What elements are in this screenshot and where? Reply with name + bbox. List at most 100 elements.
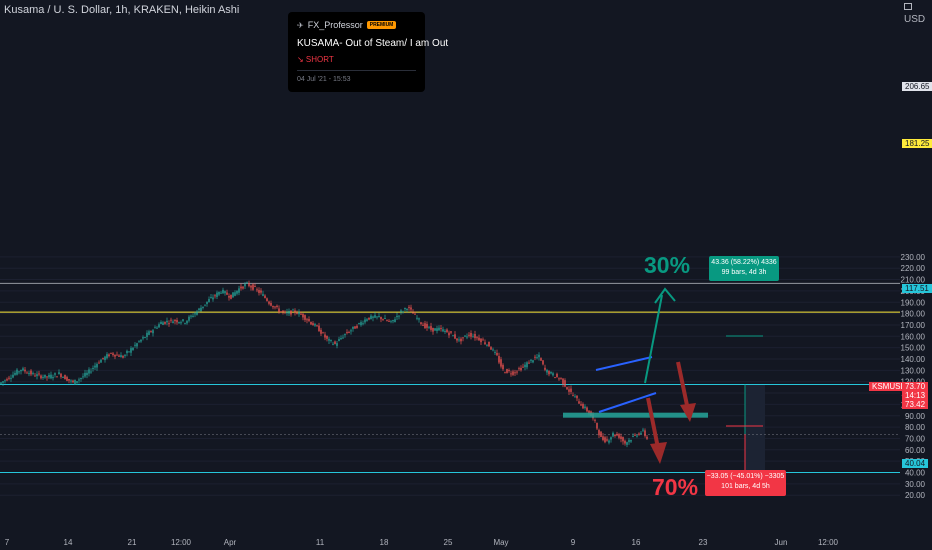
candle-body <box>30 370 32 375</box>
candle-body <box>330 340 332 342</box>
candle-body <box>498 356 500 363</box>
symbol-header[interactable]: Kusama / U. S. Dollar, 1h, KRAKEN, Heiki… <box>4 4 240 16</box>
candle-body <box>282 310 284 312</box>
candle-body <box>460 338 462 342</box>
candle-body <box>24 369 26 372</box>
candle-body <box>620 436 622 439</box>
candle-body <box>554 377 556 379</box>
candle-body <box>560 377 562 379</box>
candle-body <box>278 308 280 312</box>
down-arrow-2 <box>646 397 660 449</box>
candle-body <box>234 292 236 296</box>
candle-body <box>254 286 256 288</box>
candle-body <box>338 339 340 341</box>
candle-body <box>600 431 602 438</box>
candle-body <box>94 365 96 368</box>
candle-body <box>434 328 436 331</box>
candle-body <box>176 320 178 323</box>
level-tag-206: 206.65 <box>902 82 932 91</box>
candle-body <box>286 312 288 314</box>
candle-body <box>48 374 50 378</box>
y-tick-label: 160.00 <box>901 332 926 341</box>
candle-body <box>342 337 344 339</box>
candle-body <box>56 376 58 378</box>
zone-layer <box>745 384 765 473</box>
candle-body <box>410 307 412 310</box>
candle-body <box>500 359 502 367</box>
card-divider <box>297 70 416 71</box>
long-position-box[interactable]: 43.36 (58.22%) 4336 99 bars, 4d 3h <box>709 256 779 281</box>
candle-body <box>16 369 18 375</box>
candle-body <box>308 319 310 321</box>
y-tick-label: 190.00 <box>901 298 926 307</box>
candle-body <box>322 332 324 334</box>
candle-body <box>408 306 410 308</box>
candle-body <box>102 357 104 359</box>
y-tick-label: 220.00 <box>901 264 926 273</box>
candle-body <box>492 349 494 351</box>
candle-body <box>18 371 20 373</box>
candle-body <box>426 323 428 328</box>
candle-body <box>516 371 518 373</box>
candle-body <box>104 356 106 361</box>
candle-body <box>244 284 246 287</box>
candle-body <box>546 369 548 373</box>
candle-body <box>266 298 268 302</box>
idea-card[interactable]: ✈ FX_Professor Premium KUSAMA- Out of St… <box>288 12 449 92</box>
candle-body <box>396 315 398 318</box>
candle-body <box>486 344 488 346</box>
candle-body <box>108 354 110 357</box>
y-tick-label: 230.00 <box>901 253 926 262</box>
candle-body <box>320 329 322 334</box>
candle-body <box>528 362 530 364</box>
candle-body <box>520 367 522 371</box>
candle-body <box>432 327 434 332</box>
candle-body <box>456 338 458 341</box>
candle-body <box>232 292 234 298</box>
candle-body <box>74 379 76 385</box>
candle-body <box>360 322 362 326</box>
candle-body <box>248 283 250 287</box>
candle-body <box>326 335 328 339</box>
candle-body <box>366 319 368 321</box>
bar-countdown: 14:13 <box>905 391 926 400</box>
candle-body <box>92 368 94 370</box>
candle-body <box>224 291 226 294</box>
long-box-line1: 43.36 (58.22%) 4336 <box>711 259 777 266</box>
candle-body <box>574 396 576 398</box>
candle-body <box>352 326 354 329</box>
candle-body <box>416 317 418 319</box>
candle-body <box>50 374 52 379</box>
candle-body <box>156 327 158 329</box>
premium-badge: Premium <box>366 21 397 29</box>
candles <box>0 280 648 448</box>
short-position-box[interactable]: −33.05 (−45.01%) −3305 101 bars, 4d 5h <box>705 470 786 496</box>
candle-body <box>264 295 266 298</box>
candle-body <box>512 371 514 375</box>
candle-body <box>252 284 254 290</box>
candle-body <box>6 379 8 381</box>
candle-body <box>490 347 492 350</box>
candle-body <box>250 285 252 288</box>
idea-title[interactable]: KUSAMA- Out of Steam/ I am Out <box>297 38 449 49</box>
candle-body <box>86 372 88 376</box>
currency-label[interactable]: USD <box>904 3 932 25</box>
candle-body <box>274 306 276 308</box>
candle-body <box>258 290 260 293</box>
candle-body <box>72 380 74 383</box>
candle-body <box>88 369 90 374</box>
candle-body <box>260 290 262 293</box>
current-price-tag: 73.70 14:13 73.42 <box>902 382 929 409</box>
candle-body <box>58 372 60 375</box>
candle-body <box>76 381 78 383</box>
candle-body <box>242 286 244 289</box>
candle-body <box>160 321 162 324</box>
candle-body <box>544 367 546 370</box>
candle-body <box>292 309 294 311</box>
candle-body <box>112 353 114 356</box>
candle-body <box>316 325 318 327</box>
candle-body <box>472 336 474 338</box>
author-name[interactable]: FX_Professor <box>307 20 363 30</box>
candle-body <box>162 322 164 325</box>
